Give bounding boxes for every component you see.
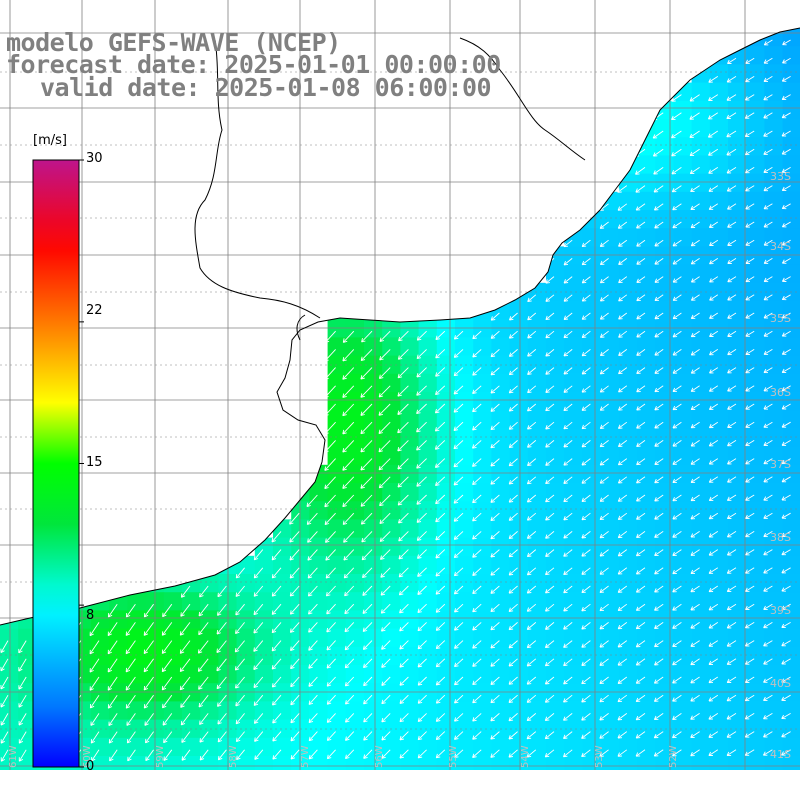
graticule xyxy=(0,0,800,770)
colorbar-tick-30: 30 xyxy=(86,151,103,166)
lon-label-55W: 55W xyxy=(448,745,459,768)
colorbar xyxy=(32,159,84,768)
lon-label-54W: 54W xyxy=(520,745,531,768)
lat-label-36S: 36S xyxy=(770,386,791,399)
colorbar-unit: [m/s] xyxy=(33,133,67,148)
lat-label-34S: 34S xyxy=(770,240,791,253)
longitude-labels: 61W 60W 59W 58W 57W 56W 55W 54W 53W 52W xyxy=(8,745,679,768)
forecast-date: forecast date: 2025-01-01 00:00:00 xyxy=(6,50,501,79)
colorbar-scale xyxy=(32,159,80,768)
lat-label-38S: 38S xyxy=(770,531,791,544)
map-title: modelo GEFS-WAVE (NCEP) xyxy=(6,28,341,57)
colorbar-tick-15: 15 xyxy=(86,455,103,470)
lon-label-60W: 60W xyxy=(82,745,93,768)
lon-label-53W: 53W xyxy=(594,745,605,768)
coastline xyxy=(0,27,800,626)
lon-label-61W: 61W xyxy=(8,745,19,768)
colorbar-tick-0: 0 xyxy=(86,759,95,774)
latitude-labels: 33S 34S 35S 36S 37S 38S 39S 40S 41S xyxy=(770,170,791,761)
colorbar-tick-8: 8 xyxy=(86,608,95,623)
lat-label-37S: 37S xyxy=(770,458,791,471)
land-mask xyxy=(0,0,800,625)
lon-label-57W: 57W xyxy=(300,745,311,768)
colorbar-tick-22: 22 xyxy=(86,303,103,318)
lat-label-33S: 33S xyxy=(770,170,791,183)
lat-label-40S: 40S xyxy=(770,677,791,690)
valid-date: valid date: 2025-01-08 06:00:00 xyxy=(40,73,492,102)
lon-label-52W: 52W xyxy=(668,745,679,768)
lat-label-35S: 35S xyxy=(770,312,791,325)
lon-label-59W: 59W xyxy=(155,745,166,768)
lat-label-39S: 39S xyxy=(770,604,791,617)
lon-label-58W: 58W xyxy=(228,745,239,768)
lat-label-41S: 41S xyxy=(770,748,791,761)
lon-label-56W: 56W xyxy=(374,745,385,768)
